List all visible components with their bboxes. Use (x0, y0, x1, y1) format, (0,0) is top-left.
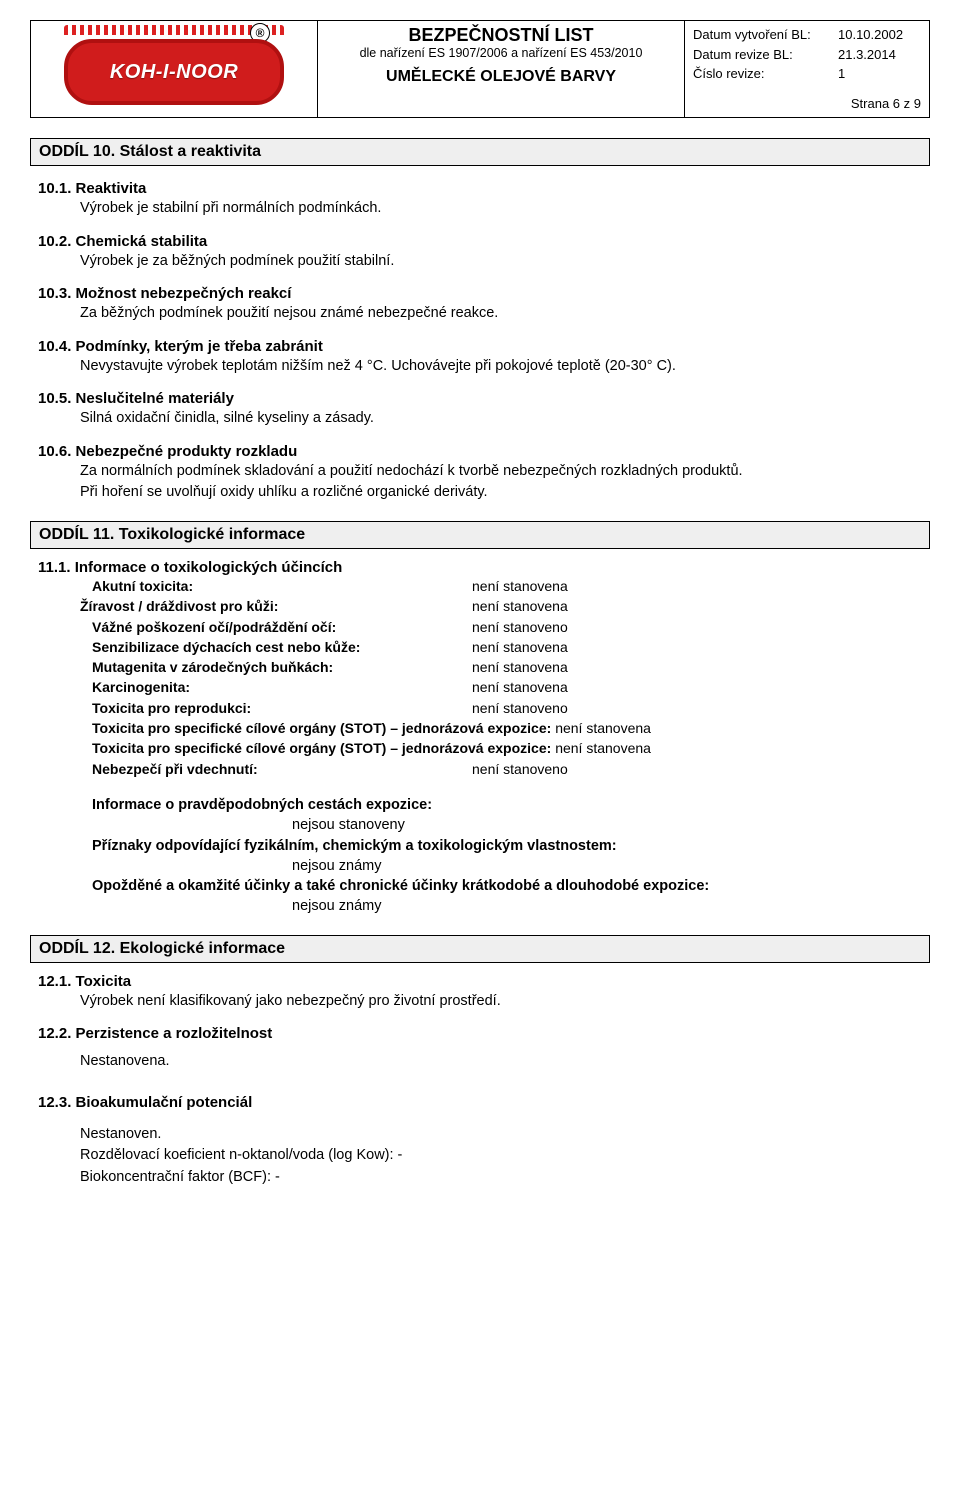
tox-label: Senzibilizace dýchacích cest nebo kůže: (92, 637, 472, 657)
tox-value: není stanovena (472, 637, 568, 657)
sub-10-3-title: 10.3. Možnost nebezpečných reakcí (38, 285, 930, 302)
tox-label: Vážné poškození očí/podráždění očí: (92, 617, 472, 637)
sub-10-4-body: Nevystavujte výrobek teplotám nižším než… (80, 357, 930, 377)
meta-revnum-label: Číslo revize: (693, 64, 838, 84)
exposure-routes-block: Informace o pravděpodobných cestách expo… (92, 795, 930, 917)
sub-12-3-title: 12.3. Bioakumulační potenciál (38, 1094, 930, 1111)
sub-12-3-body-2: Rozdělovací koeficient n-oktanol/voda (l… (80, 1146, 930, 1166)
stot-2-value: není stanovena (555, 740, 651, 756)
table-row: Karcinogenita: není stanovena (92, 677, 930, 697)
sub-10-6-body-1: Za normálních podmínek skladování a použ… (80, 462, 930, 482)
tox-label: Toxicita pro reprodukci: (92, 698, 472, 718)
symptoms-label: Příznaky odpovídající fyzikálním, chemic… (92, 836, 930, 856)
routes-label: Informace o pravděpodobných cestách expo… (92, 795, 930, 815)
tox-value: není stanovena (472, 596, 568, 616)
tox-value: není stanovena (472, 657, 568, 677)
tox-label: Akutní toxicita: (92, 576, 472, 596)
product-name: UMĚLECKÉ OLEJOVÉ BARVY (326, 68, 676, 86)
table-row: Senzibilizace dýchacích cest nebo kůže: … (92, 637, 930, 657)
page-number: Strana 6 z 9 (693, 94, 921, 114)
table-row: Mutagenita v zárodečných buňkách: není s… (92, 657, 930, 677)
doc-title: BEZPEČNOSTNÍ LIST (326, 25, 676, 46)
meta-revnum-value: 1 (838, 64, 845, 84)
inhale-label: Nebezpečí při vdechnutí: (92, 759, 472, 779)
meta-revised-value: 21.3.2014 (838, 45, 896, 65)
sub-12-1-body: Výrobek není klasifikovaný jako nebezpeč… (80, 992, 930, 1012)
toxicology-table: Akutní toxicita: není stanovena Žíravost… (92, 576, 930, 718)
section-10-header: ODDÍL 10. Stálost a reaktivita (30, 138, 930, 166)
sub-12-1-title: 12.1. Toxicita (38, 973, 930, 990)
sub-10-6-title: 10.6. Nebezpečné produkty rozkladu (38, 443, 930, 460)
tox-value: není stanoveno (472, 617, 568, 637)
tox-value: není stanoveno (472, 698, 568, 718)
logo-cell: ® KOH-I-NOOR (31, 21, 318, 118)
sub-12-3-body-3: Biokoncentrační faktor (BCF): - (80, 1168, 930, 1188)
table-row: Toxicita pro reprodukci: není stanoveno (92, 698, 930, 718)
sub-11-1-title: 11.1. Informace o toxikologických účincí… (38, 559, 930, 576)
logo-text: KOH-I-NOOR (64, 39, 284, 105)
stot-line-1: Toxicita pro specifické cílové orgány (S… (92, 718, 930, 738)
section-11-header: ODDÍL 11. Toxikologické informace (30, 521, 930, 549)
inhale-value: není stanoveno (472, 759, 568, 779)
doc-subtitle: dle nařízení ES 1907/2006 a nařízení ES … (326, 46, 676, 60)
sub-12-2-title: 12.2. Perzistence a rozložitelnost (38, 1025, 930, 1042)
title-cell: BEZPEČNOSTNÍ LIST dle nařízení ES 1907/2… (318, 21, 685, 118)
sub-10-5-title: 10.5. Neslučitelné materiály (38, 390, 930, 407)
sub-10-3-body: Za běžných podmínek použití nejsou známé… (80, 304, 930, 324)
stot-2-label: Toxicita pro specifické cílové orgány (S… (92, 740, 555, 756)
symptoms-value: nejsou známy (292, 856, 930, 876)
sub-10-1-body: Výrobek je stabilní při normálních podmí… (80, 199, 930, 219)
meta-created-label: Datum vytvoření BL: (693, 25, 838, 45)
sub-10-6-body-2: Při hoření se uvolňují oxidy uhlíku a ro… (80, 483, 930, 503)
sub-12-3-body-1: Nestanoven. (80, 1125, 930, 1145)
brand-logo: ® KOH-I-NOOR (64, 25, 284, 105)
meta-created-value: 10.10.2002 (838, 25, 903, 45)
stot-line-2: Toxicita pro specifické cílové orgány (S… (92, 738, 930, 758)
sub-10-1-title: 10.1. Reaktivita (38, 180, 930, 197)
table-row: Žíravost / dráždivost pro kůži: není sta… (92, 596, 930, 616)
tox-value: není stanovena (472, 576, 568, 596)
sub-10-2-body: Výrobek je za běžných podmínek použití s… (80, 252, 930, 272)
sub-10-2-title: 10.2. Chemická stabilita (38, 233, 930, 250)
delayed-value: nejsou známy (292, 896, 930, 916)
table-row: Vážné poškození očí/podráždění očí: není… (92, 617, 930, 637)
tox-value: není stanovena (472, 677, 568, 697)
sub-10-5-body: Silná oxidační činidla, silné kyseliny a… (80, 409, 930, 429)
document-header: ® KOH-I-NOOR BEZPEČNOSTNÍ LIST dle naříz… (30, 20, 930, 118)
sub-12-2-body: Nestanovena. (80, 1052, 930, 1072)
tox-label: Mutagenita v zárodečných buňkách: (92, 657, 472, 677)
tox-label: Žíravost / dráždivost pro kůži: (80, 596, 472, 616)
stot-1-value: není stanovena (555, 720, 651, 736)
stot-1-label: Toxicita pro specifické cílové orgány (S… (92, 720, 555, 736)
routes-value: nejsou stanoveny (292, 815, 930, 835)
sub-10-4-title: 10.4. Podmínky, kterým je třeba zabránit (38, 338, 930, 355)
section-12-header: ODDÍL 12. Ekologické informace (30, 935, 930, 963)
meta-cell: Datum vytvoření BL: 10.10.2002 Datum rev… (685, 21, 930, 118)
table-row: Akutní toxicita: není stanovena (92, 576, 930, 596)
delayed-label: Opožděné a okamžité účinky a také chroni… (92, 876, 930, 896)
tox-label: Karcinogenita: (92, 677, 472, 697)
table-row: Nebezpečí při vdechnutí: není stanoveno (92, 759, 930, 779)
meta-revised-label: Datum revize BL: (693, 45, 838, 65)
